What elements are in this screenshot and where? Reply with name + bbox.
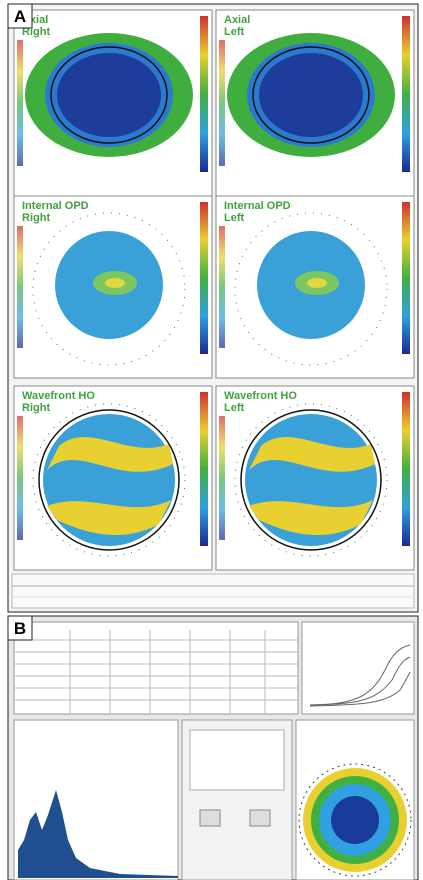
map-blob <box>307 278 327 288</box>
color-scale <box>17 416 23 540</box>
map-eye: Right <box>22 212 50 224</box>
summary-table <box>12 574 414 608</box>
panel-label: A <box>14 7 26 26</box>
color-scale <box>200 202 208 354</box>
map-eye: Left <box>224 212 245 224</box>
panel-label: B <box>14 619 26 638</box>
color-scale <box>219 416 225 540</box>
map-eye: Left <box>224 402 245 414</box>
map-inner <box>259 53 363 137</box>
map-eye: Left <box>224 26 245 38</box>
color-scale <box>219 226 225 348</box>
map-title: Internal OPD <box>224 200 291 212</box>
color-scale <box>17 40 23 166</box>
color-scale <box>17 226 23 348</box>
color-scale <box>402 392 410 546</box>
figure: AxialRightAxialLeftInternal OPDRightInte… <box>0 0 423 880</box>
map-blob <box>105 278 125 288</box>
color-scale <box>200 16 208 172</box>
color-scale <box>402 202 410 354</box>
map-title: Internal OPD <box>22 200 89 212</box>
color-scale <box>219 40 225 166</box>
map-title: Wavefront HO <box>22 390 95 402</box>
map-title: Wavefront HO <box>224 390 297 402</box>
color-scale <box>200 392 208 546</box>
map-eye: Right <box>22 402 50 414</box>
color-scale <box>402 16 410 172</box>
panel-b-screens <box>14 622 414 880</box>
map-inner <box>57 53 161 137</box>
map-title: Axial <box>224 14 250 26</box>
